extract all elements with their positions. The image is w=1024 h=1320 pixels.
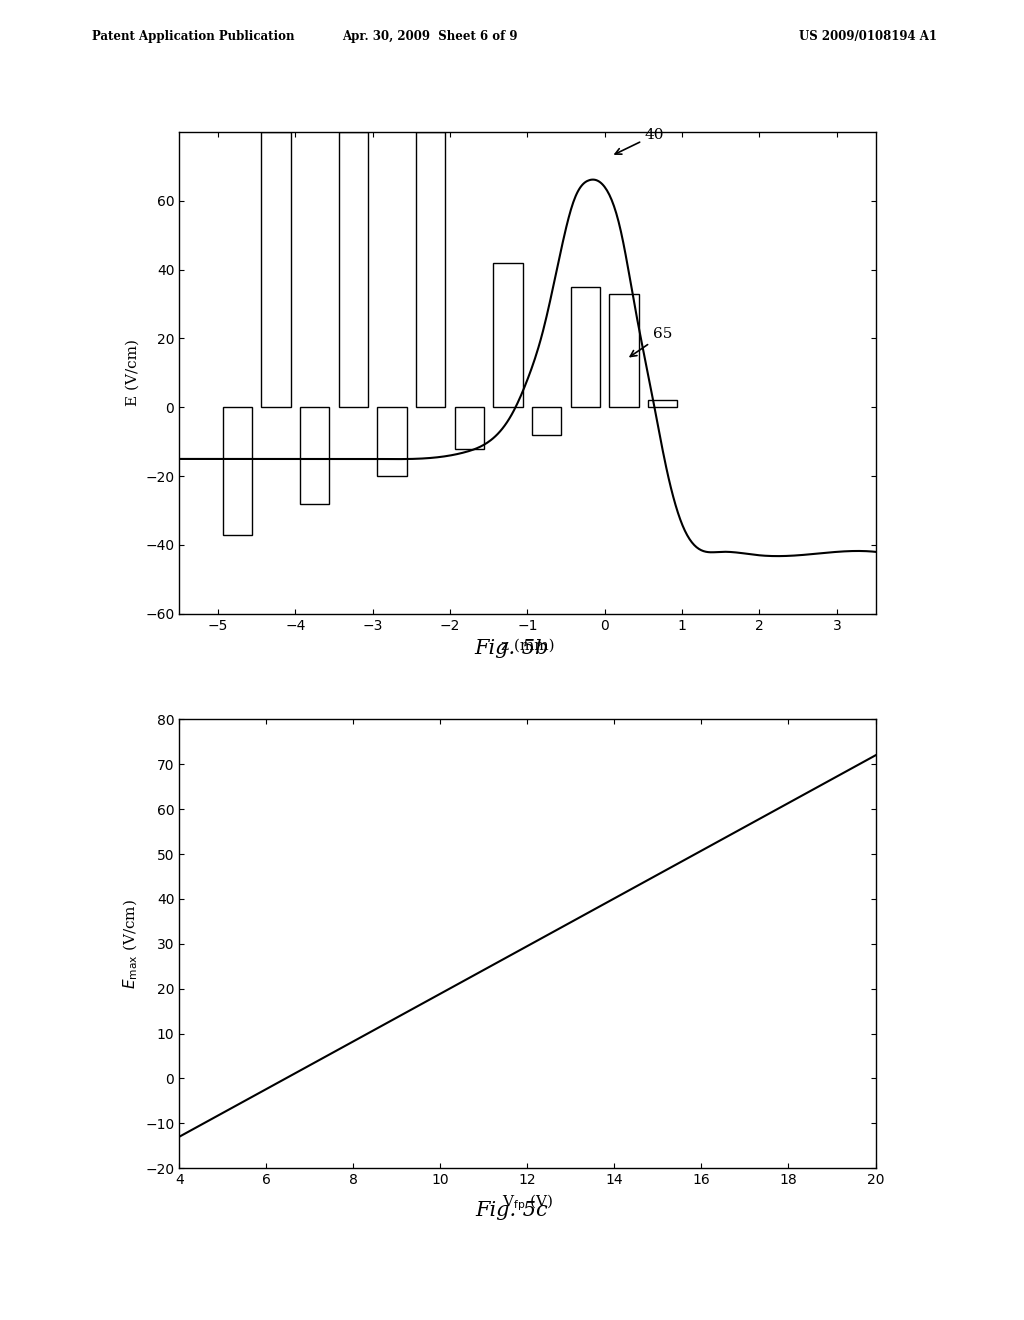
Bar	[222, 408, 252, 535]
Text: Apr. 30, 2009  Sheet 6 of 9: Apr. 30, 2009 Sheet 6 of 9	[342, 30, 518, 44]
Y-axis label: $E_\mathrm{max}$ (V/cm): $E_\mathrm{max}$ (V/cm)	[121, 899, 139, 989]
Text: US 2009/0108194 A1: US 2009/0108194 A1	[799, 30, 937, 44]
Bar	[339, 132, 368, 408]
Text: 65: 65	[630, 327, 672, 356]
Text: Patent Application Publication: Patent Application Publication	[92, 30, 295, 44]
Bar	[570, 286, 600, 408]
Bar	[532, 408, 561, 434]
Bar	[648, 400, 678, 408]
Bar	[377, 408, 407, 477]
Bar	[494, 263, 522, 408]
Bar	[261, 132, 291, 408]
Text: 40: 40	[615, 128, 665, 154]
Bar	[416, 132, 445, 408]
Y-axis label: E (V/cm): E (V/cm)	[126, 339, 139, 407]
Bar	[609, 294, 639, 408]
Text: Fig. 5b: Fig. 5b	[475, 639, 549, 657]
Bar	[300, 408, 330, 504]
Text: Fig. 5c: Fig. 5c	[475, 1201, 549, 1220]
X-axis label: V$_\mathrm{fp}$ (V): V$_\mathrm{fp}$ (V)	[502, 1192, 553, 1213]
Bar	[455, 408, 484, 449]
X-axis label: z (mm): z (mm)	[501, 638, 554, 652]
